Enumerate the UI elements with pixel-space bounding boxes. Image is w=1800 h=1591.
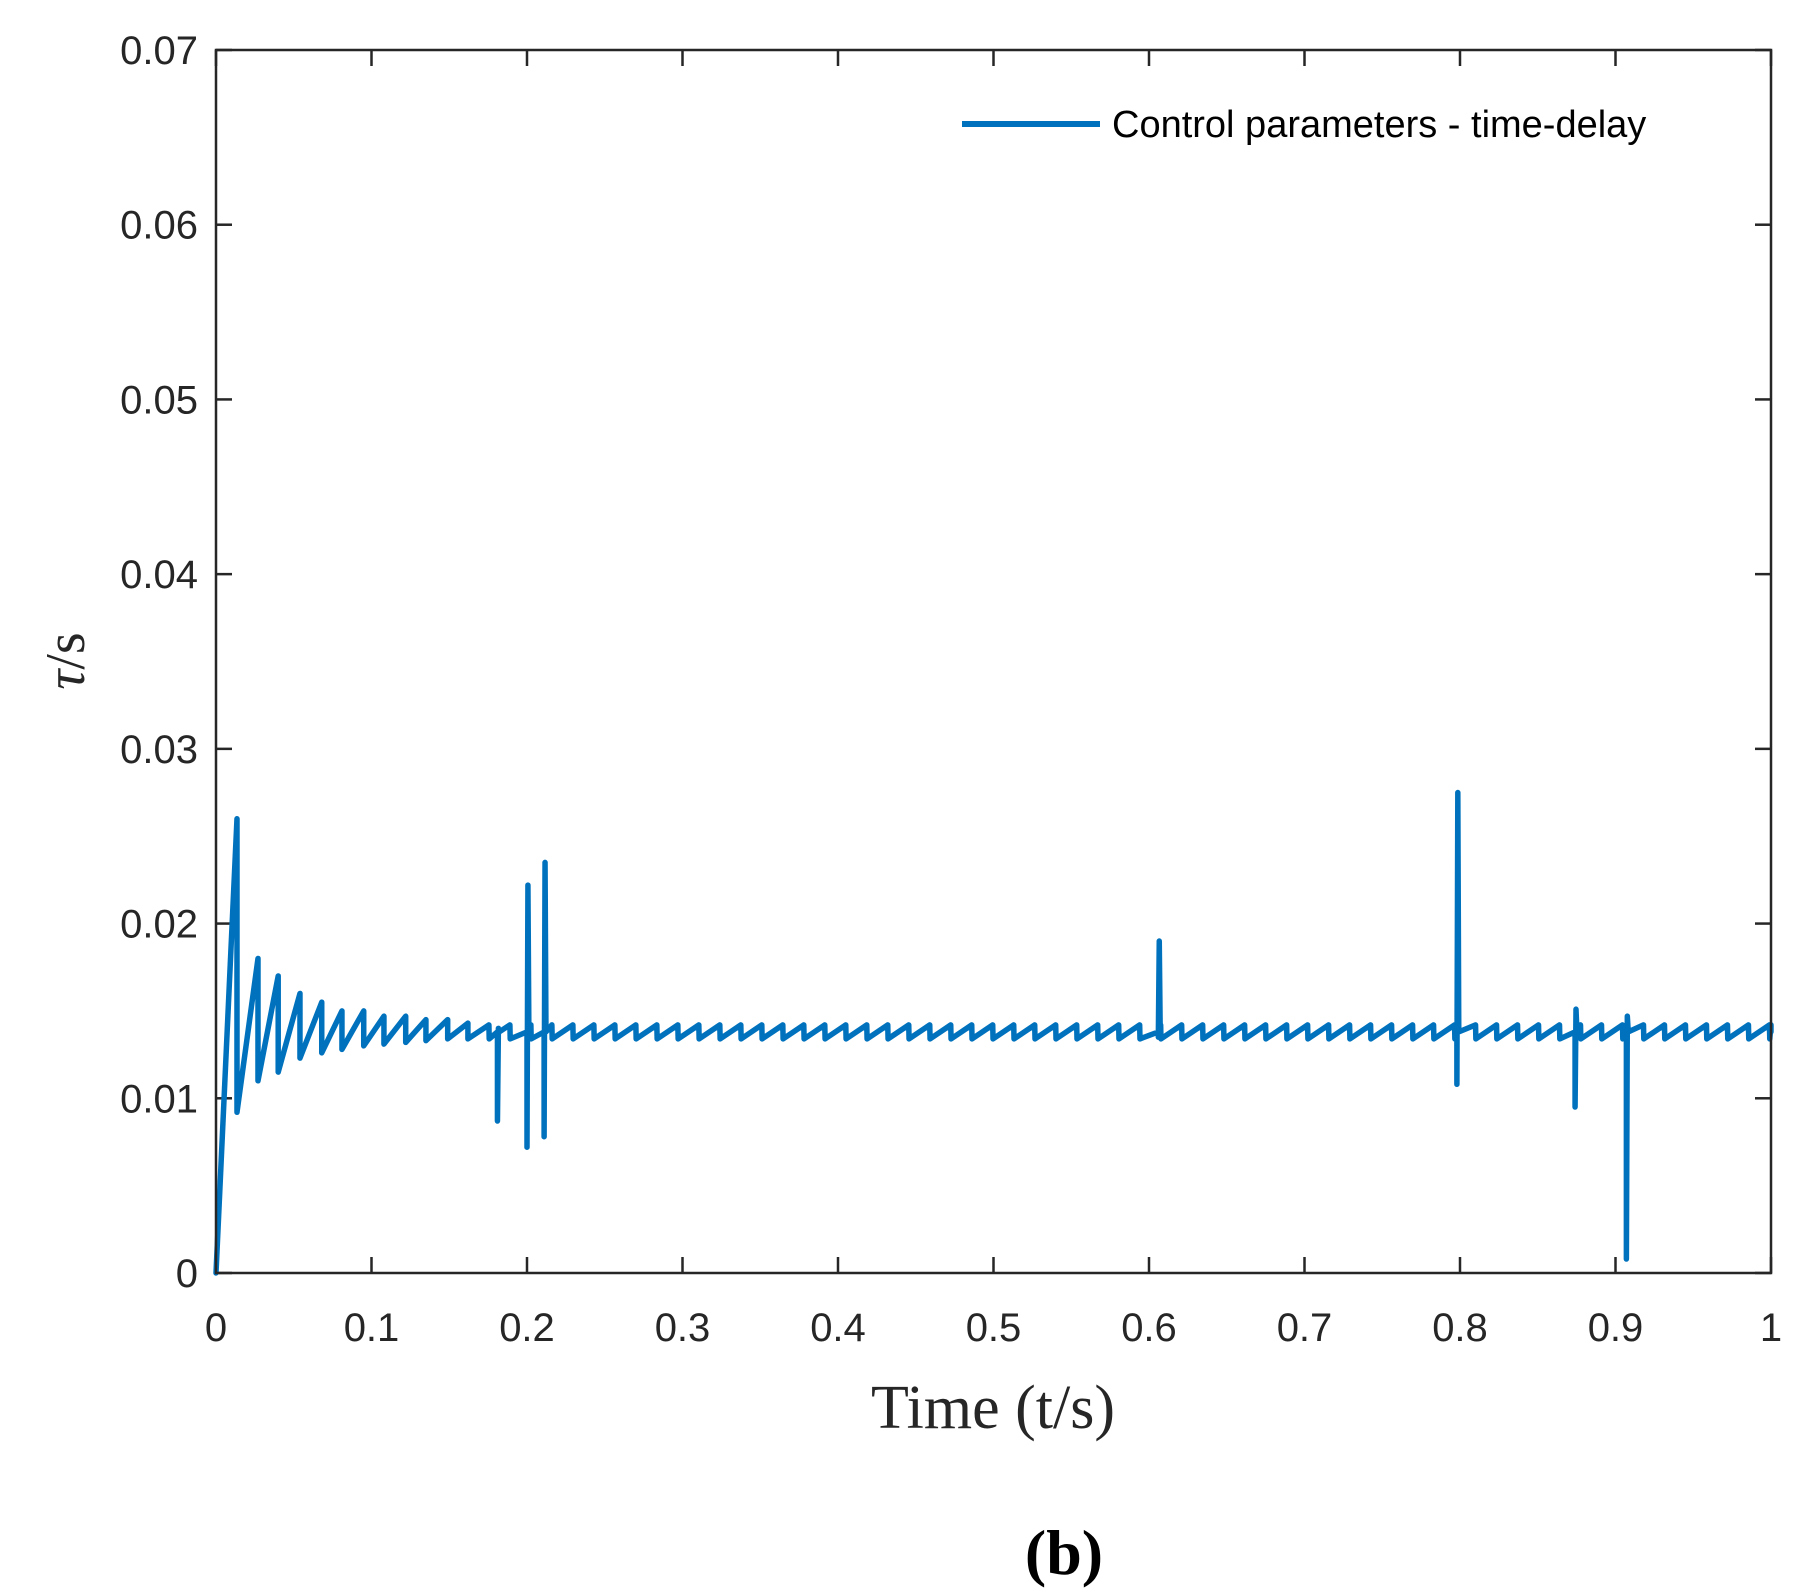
x-tick-label-3: 0.3 bbox=[655, 1306, 711, 1350]
x-tick-label-7: 0.7 bbox=[1277, 1306, 1333, 1350]
x-tick-label-1: 0.1 bbox=[344, 1306, 400, 1350]
y-axis-title: τ/s bbox=[35, 632, 97, 689]
x-tick-label-2: 0.2 bbox=[499, 1306, 555, 1350]
y-tick-label-6: 0.06 bbox=[120, 204, 198, 248]
legend-label: Control parameters - time-delay bbox=[1112, 104, 1646, 146]
panel-label: (b) bbox=[1025, 1517, 1103, 1588]
x-tick-label-8: 0.8 bbox=[1432, 1306, 1488, 1350]
legend: Control parameters - time-delay bbox=[962, 104, 1646, 146]
x-axis-title: Time (t/s) bbox=[871, 1374, 1115, 1442]
x-tick-label-0: 0 bbox=[205, 1306, 227, 1350]
x-tick-label-10: 1 bbox=[1760, 1306, 1782, 1350]
y-tick-label-1: 0.01 bbox=[120, 1077, 198, 1121]
x-tick-label-4: 0.4 bbox=[810, 1306, 866, 1350]
x-tick-label-9: 0.9 bbox=[1588, 1306, 1644, 1350]
y-axis-ticks: 0 0.01 0.02 0.03 0.04 0.05 0.06 0.07 bbox=[120, 29, 1771, 1296]
y-tick-label-0: 0 bbox=[176, 1252, 198, 1296]
plot-background bbox=[216, 50, 1771, 1273]
x-tick-label-5: 0.5 bbox=[966, 1306, 1022, 1350]
y-tick-label-4: 0.04 bbox=[120, 553, 198, 597]
y-tick-label-5: 0.05 bbox=[120, 378, 198, 422]
series-line-time-delay bbox=[213, 789, 1774, 1276]
y-axis-title-symbol: τ bbox=[35, 668, 97, 690]
y-tick-label-2: 0.02 bbox=[120, 903, 198, 947]
y-tick-label-3: 0.03 bbox=[120, 728, 198, 772]
y-tick-label-7: 0.07 bbox=[120, 29, 198, 73]
y-axis-title-unit: /s bbox=[35, 632, 97, 669]
x-tick-label-6: 0.6 bbox=[1121, 1306, 1177, 1350]
x-axis-ticks: 0 0.1 0.2 0.3 0.4 0.5 0.6 0.7 0.8 0.9 1 bbox=[205, 50, 1782, 1350]
plot-frame bbox=[214, 48, 1773, 1275]
